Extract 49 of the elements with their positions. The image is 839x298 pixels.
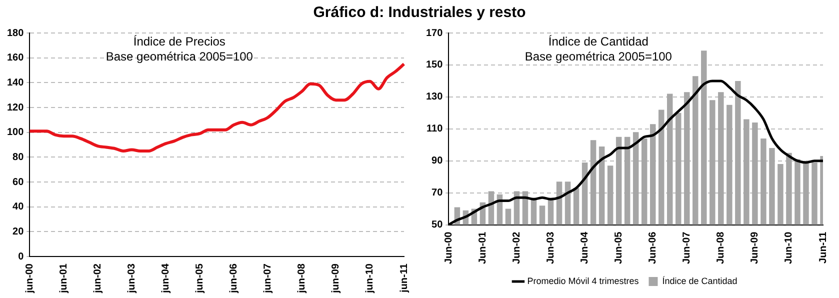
- x-tick-label: Jun-02: [511, 231, 522, 264]
- y-tick-label: 150: [426, 60, 444, 71]
- x-tick-label: Jun-09: [750, 231, 761, 264]
- x-tick-label: Jun-05: [614, 231, 625, 264]
- x-tick-label: jun-08: [296, 263, 308, 294]
- x-tick-label: jun-00: [24, 263, 36, 294]
- y-tick-label: 140: [6, 77, 24, 88]
- x-tick-label: jun-04: [160, 263, 172, 294]
- y-tick-label: 0: [18, 251, 24, 262]
- y-tick-label: 170: [426, 28, 444, 39]
- y-tick-label: 90: [432, 156, 444, 167]
- x-tick-label: jun-01: [58, 263, 70, 294]
- y-tick-label: 100: [6, 127, 24, 138]
- y-tick-label: 160: [6, 52, 24, 64]
- y-tick-label: 40: [12, 202, 24, 213]
- x-tick-label: jun-02: [92, 263, 104, 294]
- x-tick-label: jun-06: [228, 263, 240, 294]
- x-tick-label: jun-05: [194, 263, 206, 294]
- chart-title: Gráfico d: Industriales y resto: [312, 3, 527, 23]
- x-tick-label: Jun-08: [716, 231, 727, 264]
- x-tick-label: Jun-04: [580, 231, 591, 264]
- x-tick-label: Jun-06: [648, 231, 659, 264]
- x-tick-label: jun-07: [262, 263, 274, 294]
- annotation: Índice de Precios: [133, 34, 226, 48]
- legend-label: Índice de Cantidad: [662, 276, 738, 286]
- annotation: Base geométrica 2005=100: [524, 49, 672, 64]
- line-series: [28, 62, 406, 152]
- y-tick-label: 70: [432, 188, 444, 199]
- legend-label: Promedio Móvil 4 trimestres: [527, 276, 640, 286]
- x-tick-label: jun-11: [398, 263, 410, 294]
- annotation: Índice de Cantidad: [548, 34, 648, 48]
- x-tick-label: Jun-03: [546, 231, 557, 264]
- x-tick-label: Jun-07: [682, 231, 693, 264]
- y-tick-label: 180: [6, 28, 24, 39]
- y-tick-label: 60: [12, 176, 24, 188]
- y-tick-label: 130: [426, 92, 444, 103]
- x-tick-label: Jun-11: [818, 231, 829, 264]
- y-tick-label: 20: [12, 226, 24, 238]
- y-tick-label: 50: [432, 220, 444, 231]
- y-tick-label: 120: [6, 102, 24, 114]
- x-tick-label: jun-10: [364, 263, 376, 294]
- x-tick-label: Jun-10: [784, 231, 795, 264]
- y-tick-label: 110: [426, 124, 444, 135]
- annotation: Base geométrica 2005=100: [106, 49, 254, 64]
- x-tick-label: jun-03: [126, 263, 138, 294]
- x-tick-label: jun-09: [330, 263, 342, 294]
- y-tick-label: 80: [12, 152, 24, 163]
- x-tick-label: Jun-01: [477, 231, 488, 264]
- x-tick-label: Jun-00: [443, 231, 454, 264]
